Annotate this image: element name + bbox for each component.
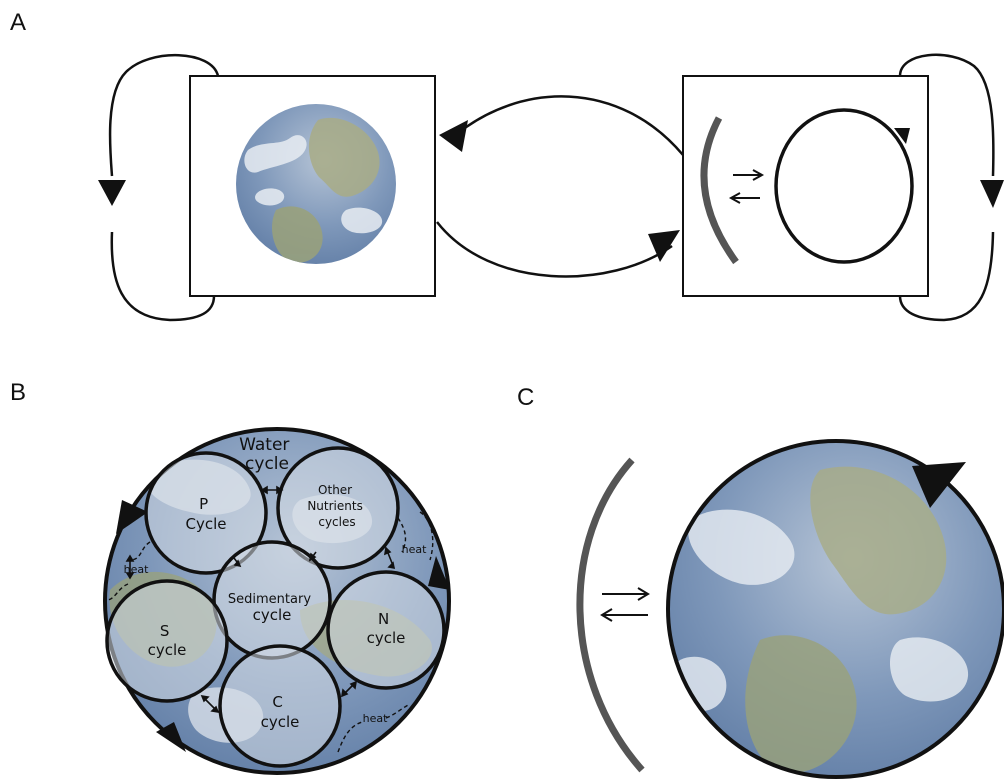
right-feedback-arrowhead (980, 180, 1004, 208)
n-cycle-circle (326, 570, 446, 690)
heat-arrows (107, 511, 434, 753)
sedimentary-cycle-label: Sedimentary cycle (228, 588, 316, 624)
arrow-to-cycle-head (648, 230, 680, 262)
panel-a: A (10, 9, 1004, 322)
p-cycle-label: P Cycle (186, 495, 227, 533)
left-feedback-loop (108, 54, 220, 177)
outer-arrowhead-right (428, 556, 450, 590)
arrow-to-cycle (436, 221, 673, 278)
bracket-arc (700, 116, 739, 265)
heat-label-right: heat (402, 543, 427, 556)
left-feedback-arrowhead (98, 180, 126, 206)
c-cycle-label: C cycle (261, 693, 300, 731)
other-nutrients-circle (276, 446, 400, 570)
bracket-arc-c (576, 457, 645, 773)
s-cycle-circle (105, 579, 229, 703)
panel-c: C (517, 384, 1004, 779)
p-cycle-circle (144, 451, 268, 575)
exchange-arrows (728, 169, 765, 204)
cycle-loop-arrowhead (894, 128, 910, 144)
outer-arrowhead-left (116, 500, 148, 534)
panel-letter-c: C (517, 384, 534, 411)
exchange-arrows-b (125, 485, 396, 714)
arrow-to-earth (451, 95, 684, 156)
outer-arrowhead-bottom (156, 722, 186, 752)
panel-letter-a: A (10, 9, 26, 36)
other-nutrients-label: Other Nutrients cycles (307, 483, 366, 529)
earth-rotation-arrowhead (912, 462, 966, 508)
n-cycle-label: N cycle (367, 610, 406, 647)
right-feedback-loop (898, 53, 995, 177)
heat-label-left: heat (124, 563, 149, 576)
water-cycle-label: Water cycle (239, 435, 295, 474)
cycle-loop (774, 108, 914, 264)
cycle-box (682, 75, 929, 297)
exchange-arrows-c (600, 587, 650, 622)
arrow-to-earth-head (439, 120, 468, 152)
c-cycle-circle (218, 644, 342, 768)
s-cycle-label: S cycle (148, 622, 187, 659)
panel-letter-b: B (10, 379, 26, 406)
earth-globe-small (236, 104, 396, 264)
heat-label-bottom: heat (363, 712, 388, 725)
panel-b: B Water cycle P (10, 379, 451, 775)
